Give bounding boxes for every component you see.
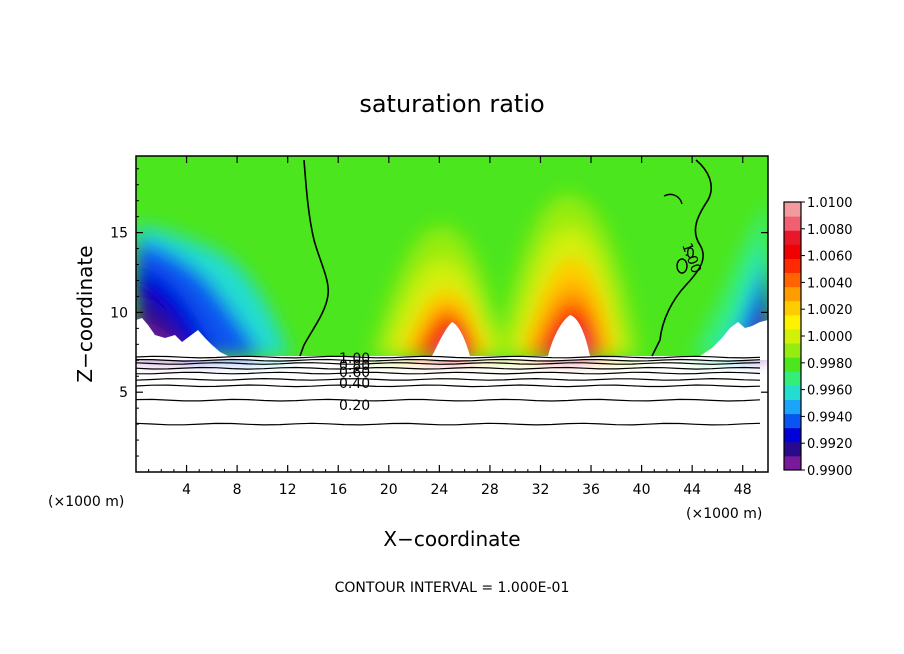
- colorbar-swatch: [784, 399, 801, 415]
- colorbar-swatch: [784, 244, 801, 259]
- colorbar-swatch: [784, 441, 801, 457]
- flat-contour-line: [136, 358, 761, 362]
- flat-contour-line: [136, 371, 761, 375]
- flat-contour-line: [136, 422, 761, 426]
- colorbar-label: 1.0060: [807, 250, 853, 265]
- flat-contour-line: [136, 362, 761, 365]
- colorbar-label: 0.9940: [807, 410, 853, 425]
- colorbar-swatch: [784, 230, 801, 245]
- colorbar-swatch: [784, 272, 801, 288]
- colorbar-swatch: [784, 385, 801, 400]
- y-axis-label: Z−coordinate: [73, 245, 97, 382]
- colorbar-label: 1.0080: [807, 223, 853, 238]
- contour-interval-note: CONTOUR INTERVAL = 1.000E-01: [335, 580, 570, 596]
- colorbar-swatch: [784, 427, 801, 443]
- flat-contour-line: [136, 355, 761, 359]
- saturation-field: [136, 156, 768, 472]
- colorbar-label: 1.0040: [807, 276, 853, 291]
- colorbar-swatch: [784, 300, 801, 316]
- x-tick-label: 8: [233, 482, 242, 498]
- contour-label-5: 0.20: [339, 398, 370, 414]
- chart-title: saturation ratio: [359, 90, 544, 118]
- y-axis-ticks: 5 10 15: [110, 168, 768, 457]
- y-tick-label: 10: [110, 305, 128, 321]
- flat-contour-line: [136, 398, 761, 402]
- x-tick-label: 48: [734, 482, 752, 498]
- colorbar-swatch: [784, 455, 801, 471]
- colorbar-swatch: [784, 216, 801, 231]
- colorbar-swatch: [784, 258, 801, 274]
- contour-label-1: 1.00: [339, 351, 370, 367]
- colorbar-swatch: [784, 357, 801, 372]
- colorbar-label: 0.9900: [807, 464, 853, 479]
- x-axis-label: X−coordinate: [383, 527, 520, 551]
- contour-label-2: 0.80: [339, 358, 370, 374]
- colorbar-labels: 1.0100 1.0080 1.0060 1.0040 1.0020 1.0000 0.99…: [801, 196, 853, 479]
- colorbar-swatch: [784, 286, 801, 302]
- x-tick-label: 36: [582, 482, 600, 498]
- colorbar-swatch: [784, 314, 801, 330]
- x-tick-label: 12: [279, 482, 297, 498]
- x-tick-label: 20: [380, 482, 398, 498]
- colorbar-swatch: [784, 343, 801, 358]
- flat-contour-line: [136, 377, 761, 381]
- contour-label-3: 0.60: [339, 365, 370, 381]
- colorbar-label: 0.9980: [807, 357, 853, 372]
- x-unit-left: (×1000 m): [48, 494, 124, 510]
- colorbar-swatch: [784, 413, 801, 429]
- x-axis-ticks: 4 8 12 16 20 24 28 32 36 40 44 48: [148, 156, 756, 498]
- x-tick-label: 16: [329, 482, 347, 498]
- x-tick-label: 44: [683, 482, 701, 498]
- x-tick-label: 24: [430, 482, 448, 498]
- colorbar-label: 1.0100: [807, 196, 853, 211]
- colorbar-swatch: [784, 371, 801, 386]
- x-tick-label: 4: [182, 482, 191, 498]
- colorbar-swatch: [784, 328, 801, 344]
- x-unit-right: (×1000 m): [686, 506, 762, 522]
- y-tick-label: 5: [119, 385, 128, 401]
- contour-label-4: 0.40: [339, 376, 370, 392]
- x-tick-label: 32: [532, 482, 550, 498]
- colorbar: [784, 202, 801, 471]
- x-tick-label: 28: [481, 482, 499, 498]
- colorbar-label: 1.0020: [807, 303, 853, 318]
- flat-contour-line: [136, 366, 761, 370]
- contour-label-7: 0: [686, 246, 695, 262]
- flat-contour-line: [136, 384, 761, 388]
- x-tick-label: 40: [633, 482, 651, 498]
- colorbar-label: 0.9920: [807, 437, 853, 452]
- colorbar-swatch: [784, 202, 801, 217]
- colorbar-label: 0.9960: [807, 384, 853, 399]
- colorbar-label: 1.0000: [807, 330, 853, 345]
- y-tick-label: 15: [110, 226, 128, 242]
